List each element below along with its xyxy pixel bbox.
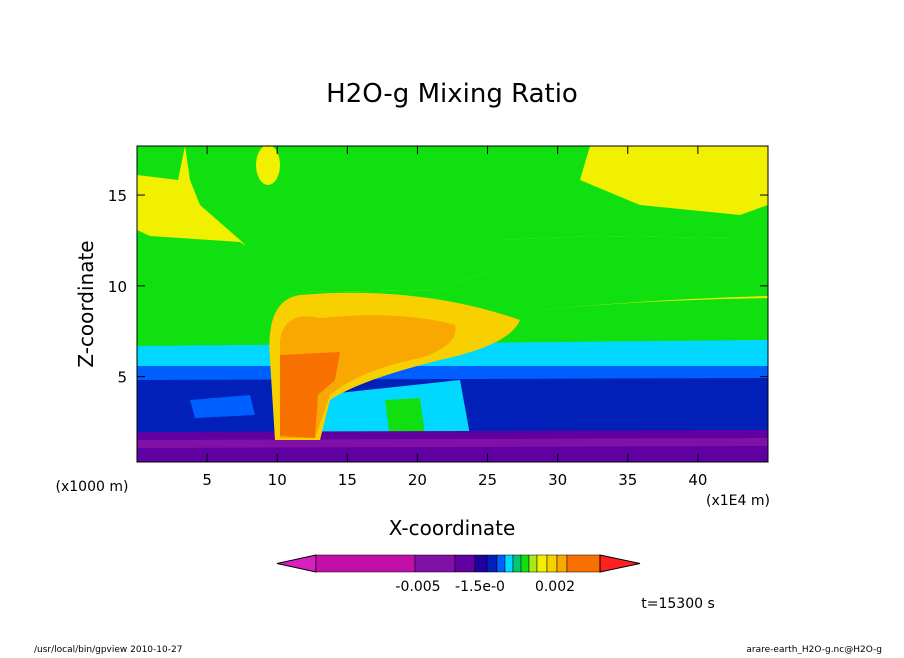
y-tick-label: 15 bbox=[108, 187, 127, 205]
chart-title: H2O-g Mixing Ratio bbox=[326, 79, 578, 109]
colorbar-segment bbox=[486, 554, 498, 573]
x-tick-label: 20 bbox=[408, 471, 427, 489]
x-tick-label: 40 bbox=[688, 471, 707, 489]
colorbar-segment bbox=[520, 554, 530, 573]
x-tick-label: 15 bbox=[338, 471, 357, 489]
colorbar-segment bbox=[566, 554, 601, 573]
x-tick-label: 10 bbox=[268, 471, 287, 489]
colorbar-segment bbox=[414, 554, 456, 573]
colorbar-segment bbox=[512, 554, 522, 573]
y-tick-label: 10 bbox=[108, 278, 127, 296]
colorbar-segment bbox=[504, 554, 514, 573]
plot-frame bbox=[136, 145, 769, 463]
colorbar-end bbox=[599, 554, 641, 573]
colorbar-segment bbox=[474, 554, 488, 573]
colorbar-label: -0.005 bbox=[395, 579, 440, 595]
time-label: t=15300 s bbox=[641, 596, 715, 612]
colorbar-segment bbox=[454, 554, 476, 573]
colorbar-label: -1.5e-0 bbox=[455, 579, 505, 595]
x-unit-right: (x1E4 m) bbox=[706, 493, 770, 509]
colorbar: -0.005 -1.5e-0 0.002 bbox=[276, 554, 641, 595]
colorbar-segment bbox=[496, 554, 506, 573]
footer-left: /usr/local/bin/gpview 2010-10-27 bbox=[34, 645, 182, 654]
y-axis-label: Z-coordinate bbox=[74, 240, 98, 367]
colorbar-segment bbox=[536, 554, 548, 573]
colorbar-label: 0.002 bbox=[535, 579, 575, 595]
colorbar-segment bbox=[556, 554, 568, 573]
colorbar-end bbox=[276, 554, 317, 573]
colorbar-segment bbox=[528, 554, 538, 573]
contour-field bbox=[137, 145, 768, 462]
y-tick-label: 5 bbox=[117, 369, 127, 387]
x-tick-label: 35 bbox=[618, 471, 637, 489]
x-tick-label: 25 bbox=[478, 471, 497, 489]
x-tick-label: 30 bbox=[548, 471, 567, 489]
x-unit-left: (x1000 m) bbox=[56, 479, 129, 495]
colorbar-segment bbox=[546, 554, 558, 573]
colorbar-segment bbox=[315, 554, 416, 573]
x-axis-label: X-coordinate bbox=[389, 516, 516, 540]
footer-right: arare-earth_H2O-g.nc@H2O-g bbox=[746, 645, 882, 654]
x-tick-label: 5 bbox=[202, 471, 212, 489]
